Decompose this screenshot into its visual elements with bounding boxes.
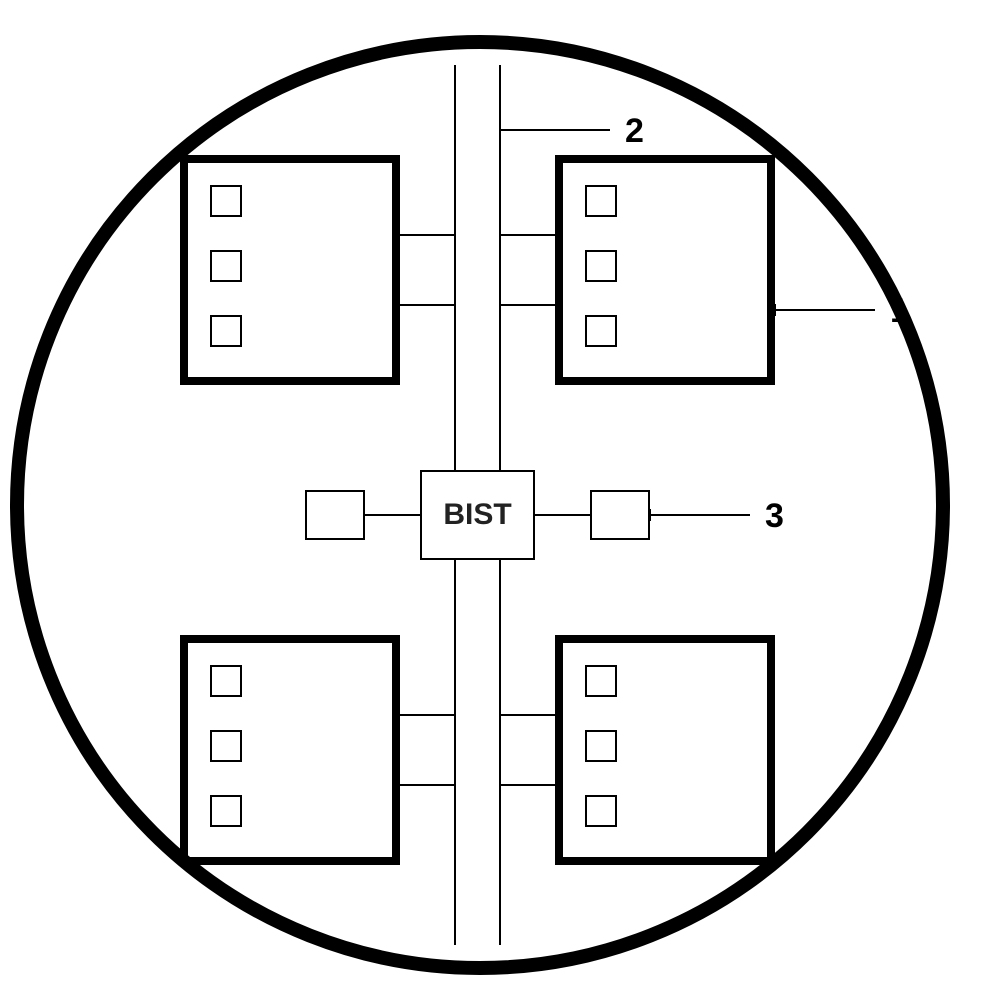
callout-2: 2 [625,112,644,151]
connector-h [500,304,555,306]
connector-v [649,509,651,521]
diagram-stage: BIST 2 1 3 [0,0,984,1000]
connector-h [775,309,875,311]
connector-v [774,304,776,316]
callout-1: 1 [890,292,909,331]
connector-h [365,514,420,516]
connector-h [500,714,555,716]
connector-h [500,784,555,786]
chip-tr-pad-1 [585,250,617,282]
connector-v [499,560,501,945]
connector-v [499,124,501,136]
connector-h [500,129,610,131]
bist-label: BIST [420,470,535,560]
chip-br-pad-1 [585,730,617,762]
chip-tl-pad-2 [210,315,242,347]
chip-bl-pad-2 [210,795,242,827]
chip-br-pad-0 [585,665,617,697]
chip-bl-pad-0 [210,665,242,697]
connector-h [650,514,750,516]
side-pad-left [305,490,365,540]
chip-bl-pad-1 [210,730,242,762]
connector-v [454,560,456,945]
chip-tl-pad-1 [210,250,242,282]
side-pad-right [590,490,650,540]
connector-v [454,65,456,470]
connector-h [400,304,455,306]
callout-3: 3 [765,497,784,536]
chip-tr-pad-2 [585,315,617,347]
connector-h [535,514,590,516]
connector-h [400,234,455,236]
chip-tr-pad-0 [585,185,617,217]
chip-br-pad-2 [585,795,617,827]
connector-h [400,784,455,786]
connector-h [500,234,555,236]
connector-h [400,714,455,716]
chip-tl-pad-0 [210,185,242,217]
